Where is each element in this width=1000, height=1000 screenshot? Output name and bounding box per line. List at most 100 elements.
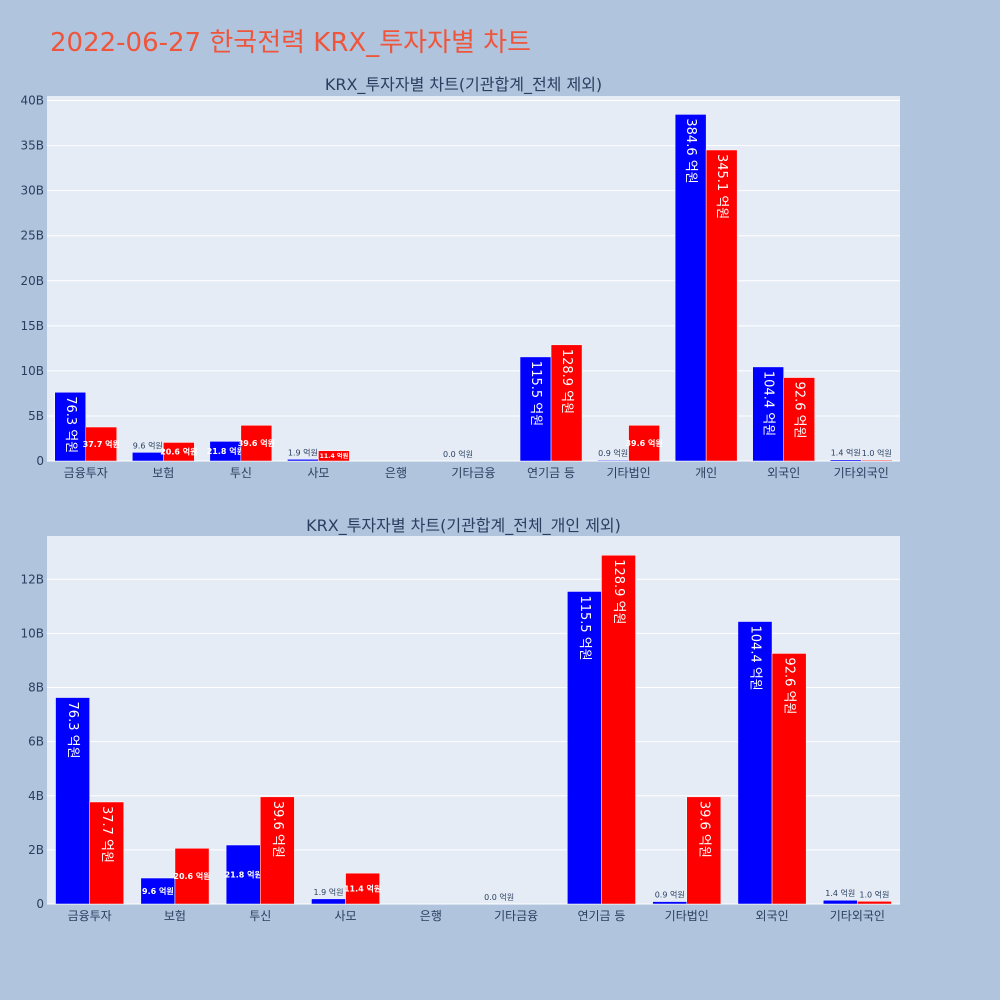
y-tick-label: 30B [20, 184, 44, 198]
bar [567, 591, 602, 905]
y-tick-label: 0 [36, 897, 44, 911]
y-tick-label: 20B [20, 274, 44, 288]
y-tick-label: 35B [20, 139, 44, 153]
y-tick-label: 10B [20, 364, 44, 378]
data-label: 37.7 억원 [83, 439, 120, 449]
data-label: 0.9 억원 [598, 448, 628, 458]
data-label: 1.0 억원 [859, 889, 889, 899]
y-tick-label: 4B [28, 789, 44, 803]
y-tick-label: 12B [20, 572, 44, 586]
data-label: 1.9 억원 [313, 887, 343, 897]
data-label: 128.9 억원 [611, 559, 626, 624]
data-label: 92.6 억원 [782, 657, 797, 714]
x-tick-label: 투신 [249, 909, 271, 922]
data-label: 1.0 억원 [862, 448, 892, 458]
data-label: 345.1 억원 [714, 154, 729, 219]
data-label: 1.4 억원 [825, 888, 855, 898]
bar [240, 425, 273, 462]
data-label: 115.5 억원 [577, 595, 592, 660]
data-label: 39.6 억원 [238, 438, 275, 448]
y-tick-label: 0 [36, 454, 44, 468]
bar [674, 114, 707, 462]
data-label: 115.5 억원 [528, 361, 543, 426]
data-label: 21.8 억원 [225, 869, 262, 879]
data-label: 9.6 억원 [133, 440, 163, 450]
bar [225, 844, 261, 905]
data-label: 20.6 억원 [160, 447, 197, 457]
data-label: 1.9 억원 [288, 447, 318, 457]
data-label: 9.6 억원 [142, 886, 174, 896]
data-label: 21.8 억원 [207, 446, 244, 456]
data-label: 76.3 억원 [63, 396, 78, 453]
data-label: 11.4 억원 [344, 883, 381, 893]
x-tick-label: 은행 [420, 908, 442, 922]
data-label: 20.6 억원 [173, 871, 210, 881]
data-label: 76.3 억원 [65, 702, 80, 759]
bar [737, 621, 773, 905]
bar [89, 801, 125, 905]
chart-2: KRX_투자자별 차트(기관합계_전체_개인 제외) 0 2B 4B 6B 8B 10B 12… [20, 516, 900, 922]
bar [311, 898, 346, 905]
x-tick-label: 개인 [695, 466, 717, 480]
y-tick-label: 10B [20, 626, 44, 640]
y-tick-label: 25B [20, 229, 44, 243]
x-tick-label: 보험 [164, 909, 186, 922]
x-tick-label: 외국인 [755, 909, 788, 922]
y-tick-label: 6B [28, 735, 44, 749]
x-tick-label: 사모 [335, 909, 357, 922]
x-tick-label: 보험 [152, 466, 174, 480]
x-tick-label: 사모 [307, 466, 329, 480]
x-tick-label: 연기금 등 [527, 466, 575, 480]
page-title: 2022-06-27 한국전력 KRX_투자자별 차트 [50, 28, 532, 58]
data-label: 39.6 억원 [625, 438, 662, 448]
chart-title: KRX_투자자별 차트(기관합계_전체_개인 제외) [306, 516, 621, 536]
bar [163, 442, 195, 462]
bar [860, 459, 893, 462]
y-tick-label: 8B [28, 681, 44, 695]
bar [857, 901, 892, 905]
data-label: 39.6 억원 [270, 801, 285, 858]
x-tick-label: 연기금 등 [577, 909, 625, 922]
x-tick-label: 기타외국인 [834, 466, 889, 480]
bar [686, 796, 722, 905]
y-tick-label: 40B [20, 94, 44, 108]
bar [287, 459, 319, 462]
bar [318, 450, 350, 462]
x-tick-label: 금융투자 [68, 909, 112, 922]
bar [652, 901, 688, 905]
x-tick-label: 기타법인 [607, 466, 651, 480]
x-tick-label: 외국인 [767, 466, 800, 480]
data-label: 128.9 억원 [559, 349, 574, 414]
x-tick-label: 기타외국인 [830, 909, 885, 922]
bar [54, 391, 87, 462]
chart-1: KRX_투자자별 차트(기관합계_전체 제외) 0 5B 10B 15B 20B 25B 30… [20, 75, 900, 480]
x-tick-label: 금융투자 [64, 466, 108, 480]
bar [260, 796, 295, 905]
data-label: 104.4 억원 [761, 371, 776, 436]
data-label: 384.6 억원 [683, 118, 698, 183]
data-label: 11.4 억원 [320, 452, 349, 460]
bar [771, 653, 807, 905]
data-label: 37.7 억원 [99, 806, 114, 863]
data-label: 92.6 억원 [792, 382, 807, 439]
bar [752, 366, 784, 462]
bar [597, 459, 629, 462]
bar [705, 149, 738, 462]
y-tick-label: 15B [20, 319, 44, 333]
y-tick-label: 5B [28, 409, 44, 423]
bar [174, 848, 210, 905]
data-label: 0.0 억원 [484, 892, 514, 902]
data-label: 0.9 억원 [655, 890, 685, 900]
x-tick-label: 기타법인 [665, 909, 709, 922]
x-tick-label: 기타금융 [451, 466, 495, 480]
data-label: 0.0 억원 [443, 449, 473, 459]
bar [345, 872, 380, 905]
y-tick-label: 2B [28, 843, 44, 857]
data-label: 1.4 억원 [831, 448, 861, 458]
bar [140, 877, 176, 905]
bar [628, 425, 660, 462]
x-tick-label: 기타금융 [494, 909, 538, 922]
x-tick-label: 은행 [385, 465, 407, 480]
bar [55, 697, 90, 905]
bar [829, 459, 862, 462]
